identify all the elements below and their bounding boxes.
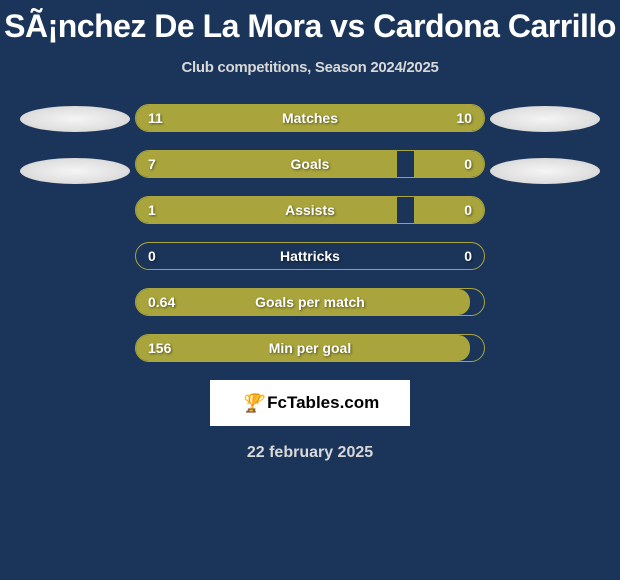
subtitle: Club competitions, Season 2024/2025 [0,59,620,76]
bar-fill-left [136,197,397,223]
stat-bar: Hattricks 0 0 [135,242,485,270]
bar-label: Matches [282,110,338,126]
bar-label: Hattricks [280,248,340,264]
bar-value-left: 7 [148,156,156,172]
bar-value-left: 0 [148,248,156,264]
bar-value-right: 0 [464,156,472,172]
player-photo-placeholder [20,158,130,184]
bar-value-right: 0 [464,248,472,264]
watermark-text: FcTables.com [267,393,379,413]
bar-fill-left [136,151,397,177]
stat-bar: Goals 7 0 [135,150,485,178]
bar-fill-right [414,197,484,223]
bar-fill-right [414,151,484,177]
watermark-icon: 🏆 [241,393,263,414]
bar-label: Min per goal [269,340,351,356]
bar-label: Goals [291,156,330,172]
stat-bar: Assists 1 0 [135,196,485,224]
player-right-photos [485,104,605,210]
bar-value-left: 1 [148,202,156,218]
bar-value-right: 10 [456,110,472,126]
watermark: 🏆 FcTables.com [210,380,410,426]
comparison-content: Matches1110Goals70Assists10Hattricks00Go… [0,104,620,362]
bar-value-right: 0 [464,202,472,218]
stat-bar: Min per goal 156 [135,334,485,362]
stat-bar: Matches 11 10 [135,104,485,132]
page-title: SÃ¡nchez De La Mora vs Cardona Carrillo [0,0,620,45]
player-photo-placeholder [20,106,130,132]
bar-value-left: 156 [148,340,171,356]
stat-bar: Goals per match 0.64 [135,288,485,316]
player-photo-placeholder [490,106,600,132]
date-label: 22 february 2025 [0,444,620,462]
bar-label: Goals per match [255,294,365,310]
player-left-photos [15,104,135,210]
bar-label: Assists [285,202,335,218]
stats-bars: Matches1110Goals70Assists10Hattricks00Go… [135,104,485,362]
bar-value-left: 0.64 [148,294,175,310]
player-photo-placeholder [490,158,600,184]
bar-value-left: 11 [148,110,163,126]
